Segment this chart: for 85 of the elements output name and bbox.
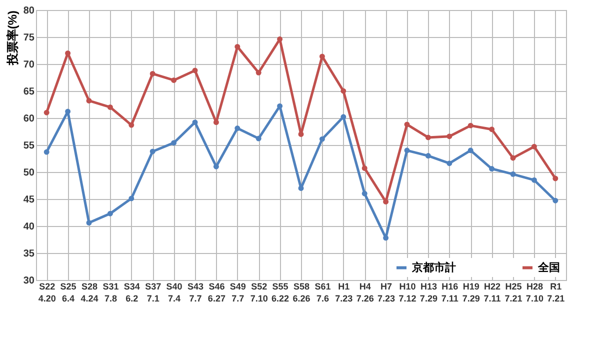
point bbox=[213, 120, 219, 126]
point bbox=[171, 77, 177, 83]
x-tick-label: H7 7.23 bbox=[378, 282, 396, 304]
point bbox=[44, 110, 50, 116]
y-tick-label: 70 bbox=[23, 60, 35, 70]
y-axis-title: 投票率(%) bbox=[5, 10, 20, 66]
point bbox=[107, 104, 113, 110]
point bbox=[510, 171, 516, 177]
x-tick-label: H25 7.21 bbox=[504, 282, 522, 304]
y-tick-label: 35 bbox=[23, 248, 35, 260]
point bbox=[86, 98, 92, 104]
x-tick-label: S25 6.4 bbox=[60, 282, 76, 304]
point bbox=[234, 126, 240, 131]
x-tick-label: H19 7.29 bbox=[462, 282, 480, 304]
x-tick-label: S28 4.24 bbox=[80, 282, 98, 304]
point bbox=[510, 155, 516, 161]
point bbox=[531, 144, 537, 150]
point bbox=[425, 153, 431, 159]
point bbox=[107, 210, 113, 216]
point bbox=[150, 70, 156, 76]
point bbox=[86, 220, 92, 226]
y-tick-label: 40 bbox=[23, 222, 35, 232]
point bbox=[446, 134, 452, 140]
point bbox=[192, 68, 198, 74]
y-tick-label: 50 bbox=[23, 168, 35, 178]
point bbox=[531, 177, 537, 183]
point bbox=[468, 122, 474, 128]
x-tick-label: S37 7.1 bbox=[145, 282, 162, 304]
point bbox=[128, 196, 134, 202]
y-tick-label: 55 bbox=[23, 140, 35, 152]
x-tick-label: S22 4.20 bbox=[38, 282, 56, 304]
x-tick-label: S46 6.27 bbox=[208, 282, 226, 304]
point bbox=[213, 164, 219, 170]
x-tick-label: H22 7.11 bbox=[484, 282, 501, 304]
x-tick-label: H13 7.29 bbox=[420, 282, 438, 304]
point bbox=[65, 108, 71, 114]
point bbox=[383, 235, 389, 241]
y-tick-label: 60 bbox=[23, 114, 35, 124]
x-tick-label: H10 7.12 bbox=[398, 282, 416, 304]
point bbox=[362, 190, 368, 196]
point bbox=[468, 148, 474, 154]
x-tick-label: S61 7.6 bbox=[314, 282, 331, 304]
point bbox=[192, 120, 198, 126]
x-tick-label: H16 7.11 bbox=[441, 282, 458, 304]
point bbox=[404, 148, 410, 154]
point bbox=[128, 122, 134, 128]
point bbox=[150, 148, 156, 154]
point bbox=[404, 122, 410, 128]
x-tick-label: R1 7.21 bbox=[547, 282, 565, 304]
x-tick-label: S58 6.26 bbox=[292, 282, 310, 304]
x-tick-label: H1 7.23 bbox=[335, 282, 353, 304]
y-tick-label: 30 bbox=[23, 276, 35, 286]
point bbox=[234, 44, 240, 50]
point bbox=[256, 136, 262, 142]
point bbox=[65, 50, 71, 56]
legend-label: 京都市計 bbox=[411, 260, 456, 274]
point bbox=[277, 36, 283, 42]
point bbox=[552, 198, 558, 204]
x-tick-label: S34 6.2 bbox=[124, 282, 140, 304]
y-tick-label: 75 bbox=[23, 32, 35, 44]
y-tick-label: 80 bbox=[23, 6, 35, 16]
point bbox=[489, 166, 495, 172]
point bbox=[446, 160, 452, 166]
x-tick-label: H28 7.10 bbox=[526, 282, 544, 304]
point bbox=[44, 149, 50, 155]
x-tick-label: H4 7.26 bbox=[356, 282, 374, 304]
point bbox=[340, 114, 346, 120]
point bbox=[171, 140, 177, 146]
x-tick-label: S55 6.22 bbox=[272, 282, 290, 304]
x-tick-label: S31 7.8 bbox=[102, 282, 119, 304]
point bbox=[552, 176, 558, 182]
point bbox=[362, 165, 368, 171]
y-tick-label: 65 bbox=[23, 86, 35, 98]
x-tick-label: S49 7.7 bbox=[230, 282, 246, 304]
point bbox=[277, 103, 283, 109]
x-tick-label: S40 7.4 bbox=[166, 282, 182, 304]
y-tick-label: 45 bbox=[23, 194, 35, 206]
point bbox=[489, 126, 495, 132]
point bbox=[319, 136, 325, 142]
point bbox=[425, 134, 431, 140]
x-tick-label: S43 7.7 bbox=[187, 282, 204, 304]
x-tick-label: S52 7.10 bbox=[250, 282, 268, 304]
legend-label: 全国 bbox=[537, 260, 560, 274]
point bbox=[256, 70, 262, 76]
point bbox=[340, 88, 346, 94]
